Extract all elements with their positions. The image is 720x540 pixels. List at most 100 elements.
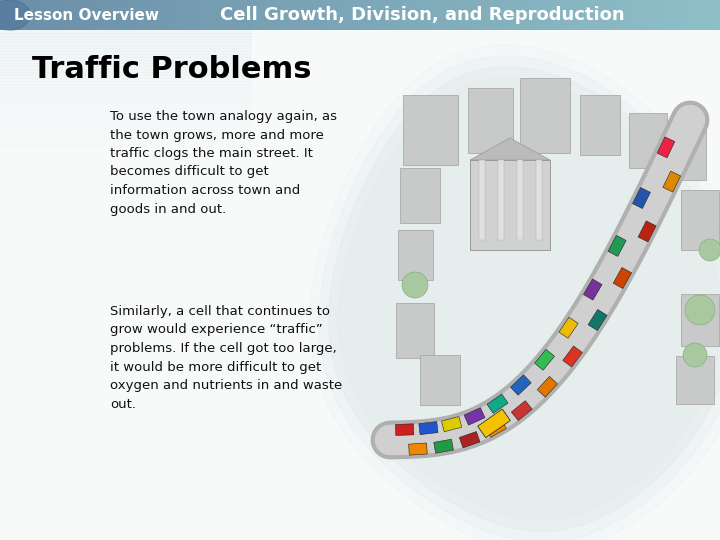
Polygon shape	[459, 431, 480, 448]
Bar	[173, 0, 181, 30]
Bar	[662, 0, 670, 30]
Polygon shape	[588, 309, 607, 330]
Bar	[230, 0, 238, 30]
Bar	[397, 230, 433, 280]
Bar	[698, 0, 706, 30]
Polygon shape	[534, 349, 554, 370]
Bar	[598, 0, 606, 30]
Polygon shape	[433, 439, 454, 453]
Bar	[0, 87, 252, 91]
Bar	[681, 190, 719, 250]
Bar	[0, 135, 252, 139]
Bar	[0, 30, 252, 34]
Bar	[0, 81, 252, 85]
Bar	[259, 0, 267, 30]
Bar	[216, 0, 224, 30]
Bar	[0, 90, 252, 94]
Text: To use the town analogy again, as
the town grows, more and more
traffic clogs th: To use the town analogy again, as the to…	[110, 110, 337, 215]
Circle shape	[699, 239, 720, 261]
Bar	[382, 0, 390, 30]
Text: Traffic Problems: Traffic Problems	[32, 55, 312, 84]
Bar	[0, 54, 252, 58]
Bar	[410, 0, 418, 30]
Bar	[79, 0, 87, 30]
Bar	[194, 0, 202, 30]
Polygon shape	[563, 346, 582, 367]
Bar	[101, 0, 109, 30]
Bar	[467, 87, 513, 152]
Bar	[691, 0, 699, 30]
Text: Similarly, a cell that continues to
grow would experience “traffic”
problems. If: Similarly, a cell that continues to grow…	[110, 305, 342, 410]
Bar	[396, 0, 404, 30]
Bar	[576, 0, 584, 30]
Bar	[302, 0, 310, 30]
Bar	[108, 0, 116, 30]
Bar	[130, 0, 138, 30]
Bar	[536, 160, 542, 240]
Bar	[439, 0, 447, 30]
Bar	[295, 0, 303, 30]
Bar	[223, 0, 231, 30]
Bar	[367, 0, 375, 30]
Bar	[468, 0, 476, 30]
Bar	[605, 0, 613, 30]
Bar	[58, 0, 66, 30]
Text: Cell Growth, Division, and Reproduction: Cell Growth, Division, and Reproduction	[220, 6, 625, 24]
Bar	[475, 0, 483, 30]
Bar	[634, 0, 642, 30]
Bar	[353, 0, 361, 30]
Bar	[706, 0, 714, 30]
Bar	[331, 0, 339, 30]
Polygon shape	[0, 0, 30, 30]
Bar	[0, 33, 252, 37]
Bar	[137, 0, 145, 30]
Polygon shape	[511, 401, 532, 421]
Bar	[403, 0, 411, 30]
Bar	[0, 72, 252, 76]
Bar	[511, 0, 519, 30]
Bar	[245, 0, 253, 30]
Polygon shape	[537, 376, 557, 397]
Bar	[497, 0, 505, 30]
Polygon shape	[663, 171, 680, 192]
Bar	[158, 0, 166, 30]
Bar	[0, 123, 252, 127]
Bar	[0, 45, 252, 49]
Bar	[517, 160, 523, 240]
Bar	[670, 0, 678, 30]
Bar	[0, 42, 252, 46]
Bar	[655, 0, 663, 30]
Bar	[562, 0, 570, 30]
Polygon shape	[633, 187, 650, 208]
Bar	[420, 355, 460, 405]
Bar	[65, 0, 73, 30]
Bar	[94, 0, 102, 30]
Bar	[50, 0, 58, 30]
Bar	[166, 0, 174, 30]
Bar	[681, 294, 719, 346]
Bar	[0, 0, 8, 30]
Bar	[346, 0, 354, 30]
Bar	[590, 0, 598, 30]
Bar	[0, 36, 252, 40]
Bar	[504, 0, 512, 30]
Polygon shape	[464, 408, 485, 425]
Bar	[540, 0, 548, 30]
Bar	[0, 147, 252, 151]
Bar	[0, 126, 252, 130]
Circle shape	[683, 343, 707, 367]
Bar	[122, 0, 130, 30]
Bar	[180, 0, 188, 30]
Bar	[310, 0, 318, 30]
Bar	[0, 63, 252, 67]
Bar	[533, 0, 541, 30]
Polygon shape	[477, 409, 510, 438]
Bar	[187, 0, 195, 30]
Bar	[0, 117, 252, 121]
Polygon shape	[657, 137, 675, 158]
Polygon shape	[338, 78, 720, 521]
Bar	[0, 141, 252, 145]
Bar	[676, 356, 714, 404]
Bar	[252, 0, 260, 30]
Bar	[389, 0, 397, 30]
